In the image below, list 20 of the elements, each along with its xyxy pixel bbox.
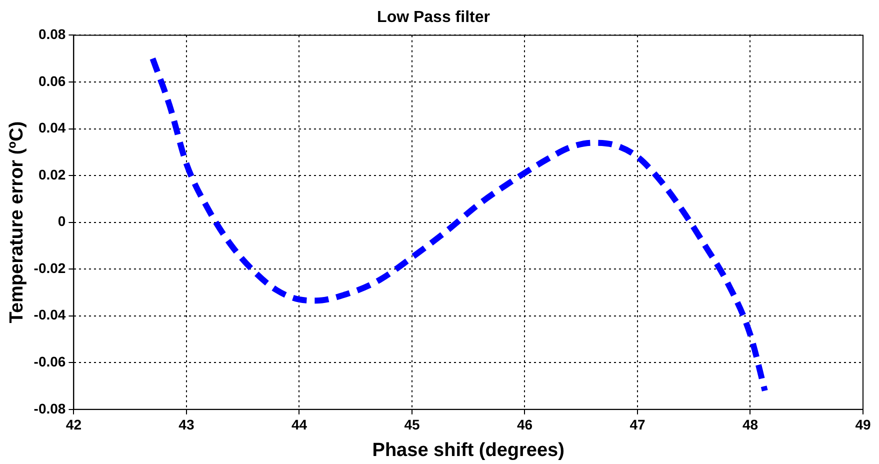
y-tick-label: 0.04 (38, 120, 66, 136)
x-tick-label: 46 (516, 416, 533, 433)
x-tick-label: 48 (742, 416, 758, 433)
x-tick-label: 49 (855, 416, 871, 433)
y-tick-label: -0.08 (34, 400, 66, 416)
y-tick-label: 0.02 (38, 166, 66, 182)
x-tick-label: 45 (404, 416, 420, 433)
y-tick-label: 0.06 (38, 72, 66, 89)
y-tick-label: -0.04 (34, 306, 66, 323)
x-tick-label: 42 (66, 416, 82, 433)
y-tick-label: -0.06 (34, 353, 66, 370)
x-tick-label: 47 (630, 416, 646, 433)
x-tick-label: 44 (291, 416, 308, 433)
y-tick-label: -0.02 (34, 260, 66, 276)
chart-title: Low Pass filter (377, 9, 490, 26)
x-axis-title: Phase shift (degrees) (372, 440, 564, 461)
y-tick-label: 0 (58, 213, 66, 230)
y-tick-label: 0.08 (38, 26, 66, 42)
y-axis-title: Temperature error (ºC) (6, 121, 28, 324)
x-tick-label: 43 (178, 416, 194, 433)
